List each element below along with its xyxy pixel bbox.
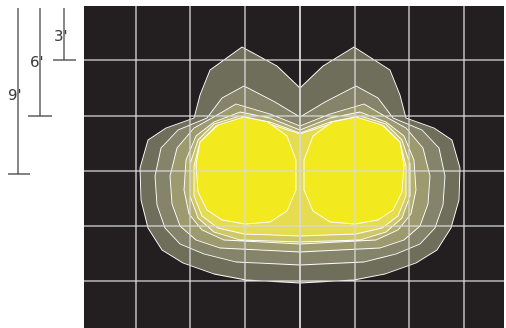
scale-label-6ft: 6': [30, 53, 44, 71]
grid: [84, 6, 504, 328]
scale-label-9ft: 9': [8, 86, 22, 104]
distance-scale: 3' 6' 9': [8, 8, 76, 175]
intensity-contours: [139, 46, 461, 284]
scale-label-3ft: 3': [54, 27, 68, 45]
